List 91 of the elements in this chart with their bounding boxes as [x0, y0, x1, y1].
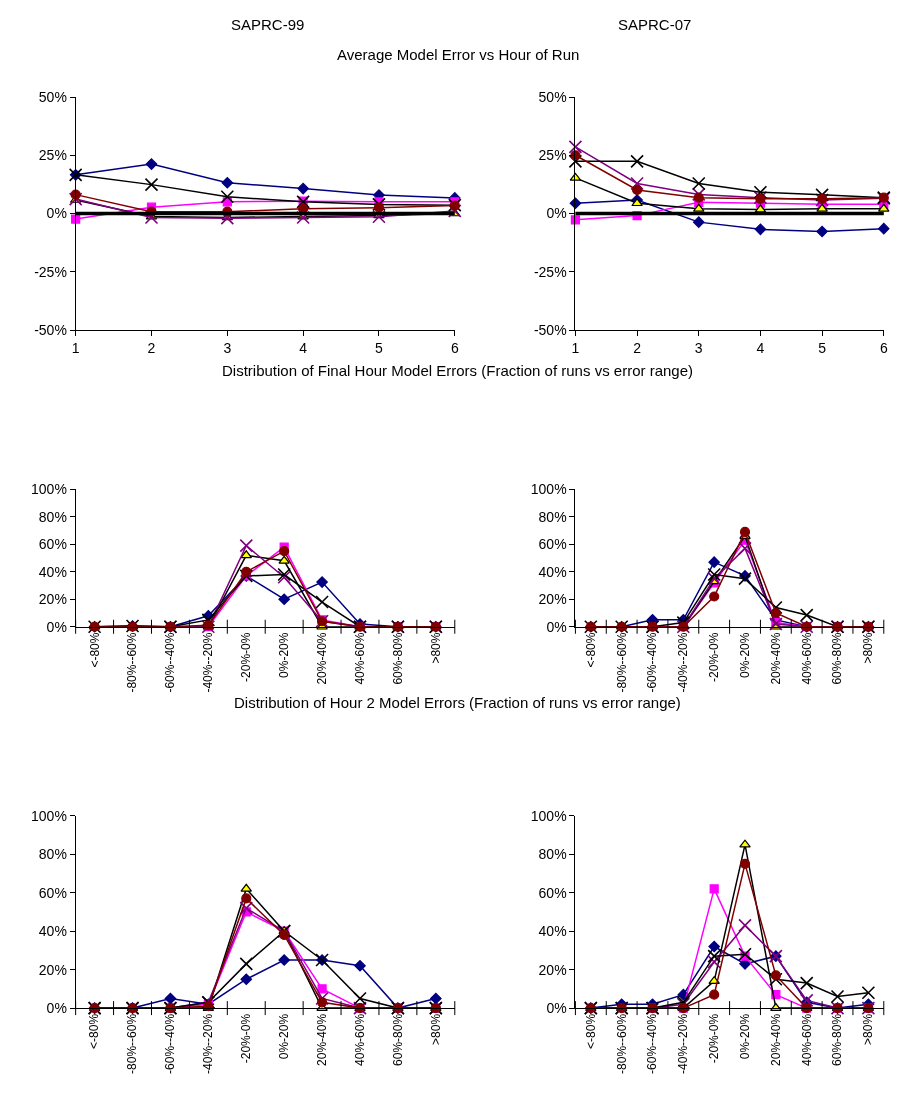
y-tick-label: 40%: [38, 563, 67, 580]
x-tick-label: 20%-40%: [768, 1013, 783, 1066]
y-tick-label: -50%: [533, 321, 567, 338]
y-tick-label: -50%: [34, 321, 67, 338]
x-tick-label: >80%: [861, 1013, 876, 1045]
y-tick-label: 0%: [546, 618, 567, 635]
y-tick-label: 100%: [31, 481, 67, 498]
x-tick-label: <-80%: [87, 1013, 102, 1049]
y-tick-label: -25%: [533, 263, 567, 280]
x-tick-label: -40%--20%: [201, 632, 216, 693]
y-tick-label: 20%: [538, 591, 567, 608]
x-tick-label: 20%-40%: [768, 632, 783, 685]
chart-subtitle: Distribution of Hour 2 Model Errors (Fraction of runs vs error range): [234, 694, 681, 711]
y-tick-label: 40%: [38, 923, 67, 940]
x-tick-label: -20%-0%: [239, 1013, 254, 1064]
y-tick-label: 40%: [538, 563, 567, 580]
y-tick-label: 25%: [538, 147, 567, 164]
y-tick-label: -25%: [34, 263, 67, 280]
y-tick-label: 50%: [538, 88, 567, 105]
x-tick-label: 3: [223, 339, 232, 356]
x-tick-label: 4: [756, 339, 765, 356]
x-tick-label: 3: [694, 339, 703, 356]
x-tick-label: 40%-60%: [799, 632, 814, 685]
x-tick-label: 6: [450, 339, 459, 356]
x-tick-label: 20%-40%: [314, 632, 329, 685]
x-tick-label: -80%--60%: [614, 1013, 629, 1074]
y-tick-label: 0%: [46, 618, 67, 635]
y-tick-label: 20%: [38, 591, 67, 608]
y-tick-label: 0%: [546, 205, 567, 222]
y-tick-label: 50%: [38, 88, 67, 105]
y-tick-label: 100%: [530, 481, 567, 498]
chart-subtitle: Distribution of Final Hour Model Errors (Fraction of runs vs error range): [222, 362, 693, 379]
x-tick-label: 0%-20%: [277, 632, 292, 678]
x-tick-label: -80%--60%: [125, 632, 140, 693]
x-tick-label: 4: [299, 339, 308, 356]
x-tick-label: 40%-60%: [799, 1013, 814, 1066]
x-tick-label: 2: [633, 339, 642, 356]
x-tick-label: 60%-80%: [830, 1013, 845, 1066]
x-tick-label: -20%-0%: [707, 632, 722, 682]
y-tick-label: 20%: [538, 961, 567, 978]
y-tick-label: 0%: [46, 205, 67, 222]
x-tick-label: -60%--40%: [163, 632, 178, 693]
y-tick-label: 60%: [538, 536, 567, 553]
y-tick-label: 60%: [38, 536, 67, 553]
x-tick-label: 5: [818, 339, 827, 356]
x-tick-label: -60%--40%: [645, 632, 660, 693]
x-tick-label: >80%: [861, 632, 876, 664]
x-tick-label: -20%-0%: [239, 632, 254, 682]
x-tick-label: 2: [147, 339, 156, 356]
x-tick-label: 60%-80%: [830, 632, 845, 685]
x-tick-label: -80%--60%: [614, 632, 629, 693]
y-tick-label: 60%: [538, 884, 567, 901]
chart-title: SAPRC-07: [618, 16, 692, 33]
x-tick-label: >80%: [428, 632, 443, 664]
x-tick-label: 6: [879, 339, 888, 356]
x-tick-label: -80%--60%: [125, 1013, 140, 1074]
x-tick-label: <-80%: [583, 632, 598, 668]
x-tick-label: -40%--20%: [676, 632, 691, 693]
y-tick-label: 0%: [46, 999, 67, 1016]
x-tick-label: 0%-20%: [737, 632, 752, 678]
x-tick-label: 40%-60%: [352, 1013, 367, 1066]
y-tick-label: 0%: [546, 999, 567, 1016]
y-tick-label: 40%: [538, 923, 567, 940]
y-tick-label: 100%: [31, 807, 67, 824]
x-tick-label: -40%--20%: [676, 1013, 691, 1074]
x-tick-label: <-80%: [87, 632, 102, 668]
x-tick-label: 5: [375, 339, 384, 356]
x-tick-label: 1: [71, 339, 80, 356]
y-tick-label: 80%: [538, 846, 567, 863]
x-tick-label: -40%--20%: [201, 1013, 216, 1074]
x-tick-label: -60%--40%: [163, 1013, 178, 1074]
x-tick-label: -60%--40%: [645, 1013, 660, 1074]
x-tick-label: 0%-20%: [737, 1013, 752, 1060]
y-tick-label: 60%: [38, 884, 67, 901]
y-tick-label: 80%: [38, 846, 67, 863]
x-tick-label: <-80%: [583, 1013, 598, 1049]
x-tick-label: -20%-0%: [707, 1013, 722, 1064]
x-tick-label: >80%: [428, 1013, 443, 1045]
chart-title: SAPRC-99: [231, 16, 305, 33]
x-tick-label: 40%-60%: [352, 632, 367, 685]
y-tick-label: 80%: [538, 508, 567, 525]
x-tick-label: 20%-40%: [314, 1013, 329, 1066]
y-tick-label: 80%: [38, 508, 67, 525]
x-tick-label: 0%-20%: [277, 1013, 292, 1060]
x-tick-label: 1: [571, 339, 580, 356]
y-tick-label: 25%: [38, 147, 67, 164]
y-tick-label: 20%: [38, 961, 67, 978]
x-tick-label: 60%-80%: [390, 632, 405, 685]
x-tick-label: 60%-80%: [390, 1013, 405, 1066]
y-tick-label: 100%: [530, 807, 567, 824]
chart-subtitle: Average Model Error vs Hour of Run: [337, 46, 580, 63]
